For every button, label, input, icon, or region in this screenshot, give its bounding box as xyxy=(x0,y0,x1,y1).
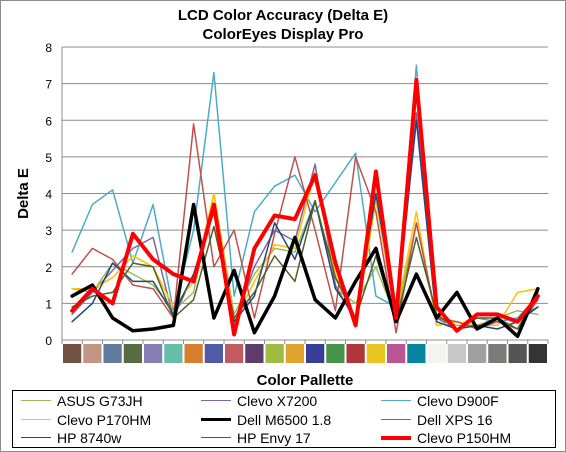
palette-swatch xyxy=(346,344,365,363)
palette-swatch xyxy=(123,344,142,363)
y-tick-label: 7 xyxy=(45,78,52,92)
palette-swatch xyxy=(488,344,507,363)
legend-label: ASUS G73JH xyxy=(57,393,143,409)
palette-swatch xyxy=(265,344,284,363)
chart-legend: ASUS G73JH Clevo X7200 Clevo D900F Clevo P1… xyxy=(12,390,556,448)
palette-swatch xyxy=(285,344,304,363)
y-tick-label: 6 xyxy=(45,114,52,128)
legend-label: Clevo X7200 xyxy=(237,393,318,409)
legend-label: HP 8740w xyxy=(57,430,122,446)
palette-swatch xyxy=(387,344,406,363)
legend-label: Clevo P150HM xyxy=(417,430,512,446)
palette-swatch xyxy=(528,344,547,363)
palette-swatch xyxy=(204,344,223,363)
y-tick-label: 8 xyxy=(45,41,52,55)
legend-swatch xyxy=(21,400,51,402)
y-tick-label: 4 xyxy=(45,188,52,202)
legend-swatch xyxy=(381,419,411,421)
palette-swatch xyxy=(225,344,244,363)
palette-swatch xyxy=(326,344,345,363)
palette-swatch xyxy=(306,344,325,363)
y-tick-label: 2 xyxy=(45,261,52,275)
palette-swatch xyxy=(447,344,466,363)
y-tick-label: 1 xyxy=(45,297,52,311)
y-tick-label: 5 xyxy=(45,151,52,165)
series-line-dell-m6500-1-8 xyxy=(70,202,540,339)
series-line-asus-g73jh xyxy=(71,192,539,327)
legend-swatch xyxy=(381,436,411,440)
y-axis-label: Delta E xyxy=(15,168,32,219)
palette-swatch xyxy=(407,344,426,363)
legend-label: HP Envy 17 xyxy=(237,430,311,446)
x-axis-label: Color Pallette xyxy=(257,372,354,389)
series-line-clevo-x7200 xyxy=(71,112,539,330)
palette-swatch xyxy=(184,344,203,363)
chart-subtitle: ColorEyes Display Pro xyxy=(202,26,364,43)
chart-title: LCD Color Accuracy (Delta E) xyxy=(177,7,389,24)
legend-label: Dell XPS 16 xyxy=(417,412,493,428)
palette-swatch xyxy=(427,344,446,363)
legend-swatch xyxy=(201,400,231,402)
palette-swatch xyxy=(366,344,385,363)
y-tick-label: 3 xyxy=(45,224,52,238)
legend-label: Dell M6500 1.8 xyxy=(237,412,332,428)
palette-swatch xyxy=(63,344,82,363)
legend-swatch xyxy=(201,437,231,439)
palette-swatch xyxy=(83,344,102,363)
palette-swatch xyxy=(508,344,527,363)
legend-swatch xyxy=(21,437,51,439)
legend-label: Clevo P170HM xyxy=(57,412,152,428)
legend-swatch xyxy=(21,419,51,421)
series-line-clevo-p150hm xyxy=(70,78,540,337)
legend-label: Clevo D900F xyxy=(417,393,499,409)
legend-swatch xyxy=(201,418,231,422)
palette-swatch xyxy=(164,344,183,363)
y-tick-label: 0 xyxy=(45,334,52,348)
legend-swatch xyxy=(381,400,411,402)
palette-swatch xyxy=(144,344,163,363)
palette-swatch xyxy=(468,344,487,363)
palette-swatch xyxy=(245,344,264,363)
palette-swatch xyxy=(103,344,122,363)
